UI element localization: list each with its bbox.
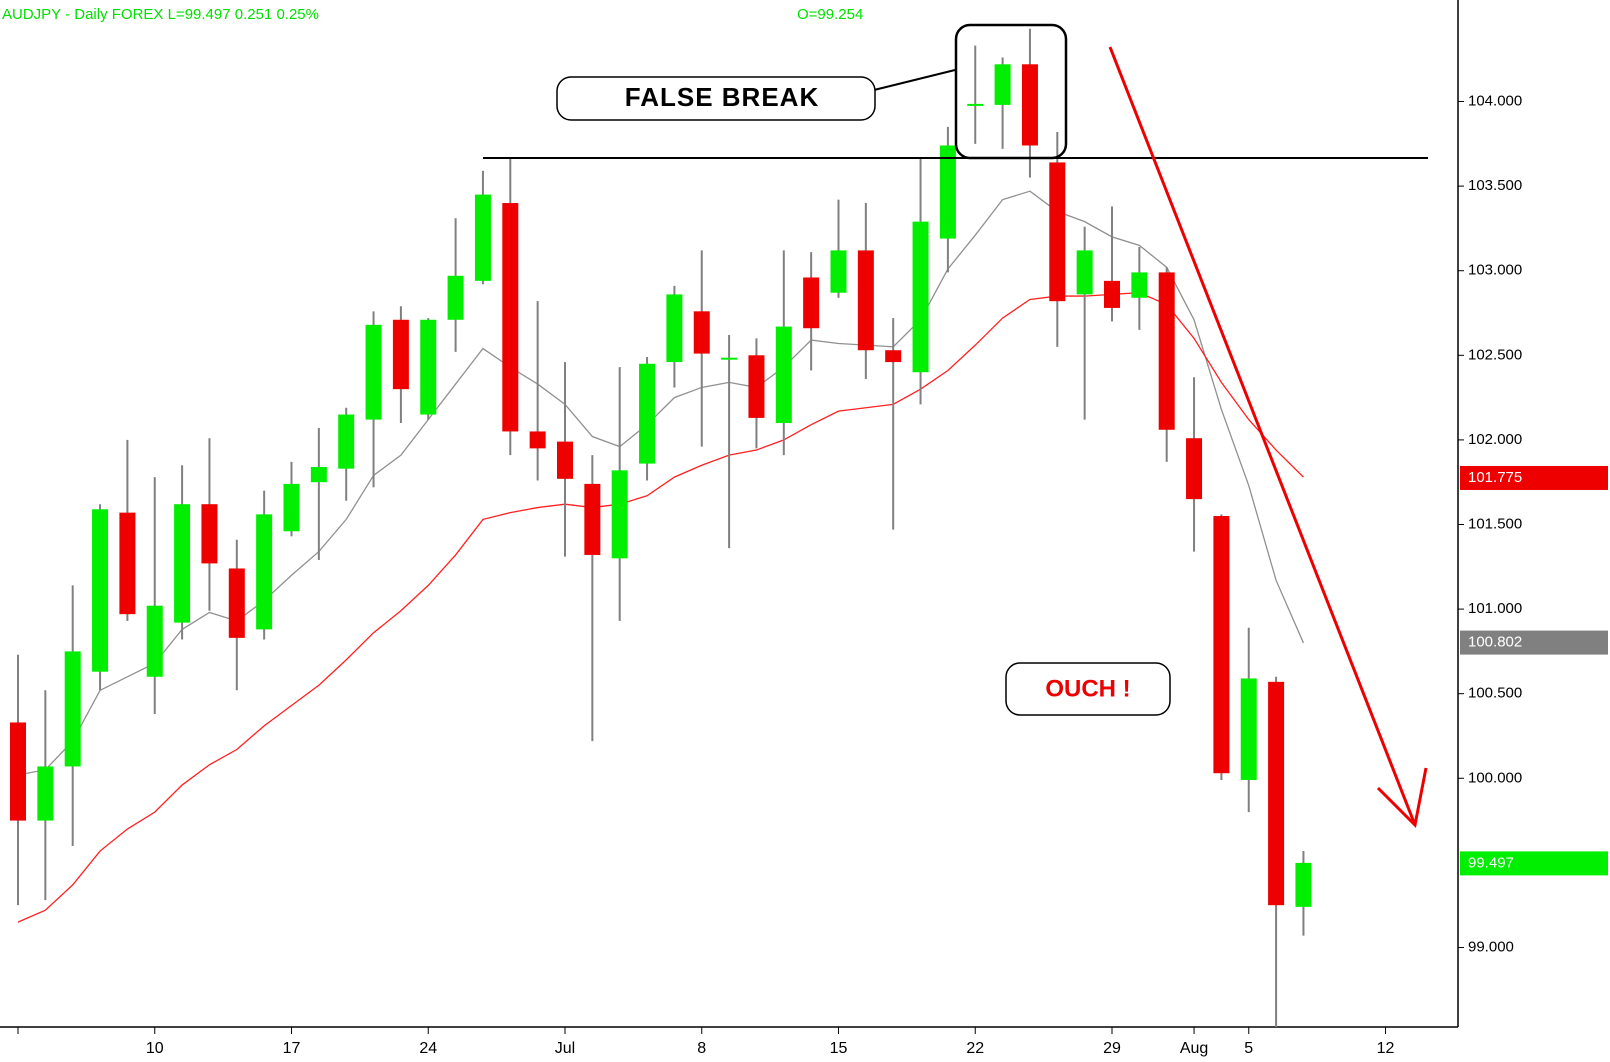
x-tick-label: 22	[966, 1040, 984, 1057]
y-tick-label: 102.500	[1468, 346, 1522, 363]
candle-body	[584, 483, 601, 555]
x-tick-label: 24	[419, 1040, 437, 1057]
x-tick-label: Aug	[1180, 1040, 1208, 1057]
candle-body	[1213, 516, 1230, 774]
trend-arrow	[1108, 46, 1428, 829]
false-break-highlight	[954, 23, 1068, 160]
candle-body	[392, 319, 409, 390]
candle-body	[92, 509, 109, 672]
candle-body	[1186, 438, 1203, 500]
price-label: 99.497	[1468, 854, 1514, 871]
candle-body	[967, 103, 984, 106]
x-tick-label: 10	[146, 1040, 164, 1057]
candle-body	[748, 355, 765, 418]
candle-body	[611, 470, 628, 559]
moving-average	[17, 292, 1304, 923]
candle-body	[10, 722, 26, 821]
candle-body	[1021, 64, 1038, 146]
candle-body	[557, 441, 573, 479]
candle-body	[283, 483, 300, 532]
candle-body	[146, 605, 163, 677]
candle-body	[994, 64, 1011, 105]
y-tick-label: 103.500	[1468, 177, 1522, 194]
y-tick-label: 101.500	[1468, 515, 1522, 532]
candle-body	[639, 363, 656, 464]
x-tick-label: 17	[283, 1040, 301, 1057]
candle-body	[830, 250, 847, 293]
y-tick-label: 100.500	[1468, 685, 1522, 702]
trend-arrow-head	[1376, 767, 1428, 829]
false-break-label: FALSE BREAK	[625, 82, 819, 112]
trend-arrow-shaft	[1108, 46, 1417, 826]
price-label: 101.775	[1468, 469, 1522, 486]
candle-body	[201, 504, 218, 564]
candle-body	[1076, 250, 1093, 295]
candle-body	[775, 326, 792, 423]
candle-body	[447, 275, 464, 320]
price-label-box	[1460, 465, 1608, 490]
x-tick-label: Jul	[555, 1040, 575, 1057]
candle-body	[420, 319, 437, 415]
candle-body	[228, 568, 245, 638]
price-label-box	[1460, 851, 1608, 876]
candle-body	[857, 250, 874, 351]
x-tick-label: 29	[1103, 1040, 1121, 1057]
callout-connector	[873, 69, 956, 91]
candle-body	[1268, 681, 1285, 906]
candle-body	[474, 194, 491, 281]
y-tick-label: 101.000	[1468, 600, 1522, 617]
ouch-label: OUCH !	[1045, 675, 1130, 702]
x-tick-label: 12	[1377, 1040, 1395, 1057]
plot	[10, 28, 1312, 1027]
price-label: 100.802	[1468, 634, 1522, 651]
candle-body	[885, 350, 902, 363]
y-tick-label: 103.000	[1468, 262, 1522, 279]
candle-body	[1158, 272, 1175, 430]
ouch-box	[1005, 662, 1171, 716]
candle-body	[310, 466, 327, 483]
candle-body	[1295, 862, 1312, 907]
candle-body	[939, 145, 956, 239]
candle-body	[721, 357, 738, 360]
y-tick-label: 99.000	[1468, 938, 1514, 955]
candle-body	[119, 512, 136, 615]
candle-body	[529, 431, 546, 449]
candle-body	[1240, 678, 1257, 780]
price-label-box	[1460, 630, 1608, 655]
false-break-box	[556, 76, 876, 121]
y-tick-label: 100.000	[1468, 769, 1522, 786]
candle-body	[803, 277, 820, 329]
candle-body	[365, 324, 382, 420]
candle-body	[256, 514, 273, 630]
x-tick-label: 8	[697, 1040, 706, 1057]
candle-body	[693, 311, 710, 354]
candle-body	[502, 203, 519, 432]
candle-body	[666, 294, 683, 363]
candle-body	[64, 651, 81, 767]
candle-body	[1049, 162, 1066, 302]
header-symbol: AUDJPY - Daily FOREX L=99.497 0.251 0.25…	[2, 6, 319, 23]
candle-body	[174, 504, 191, 623]
candle-body	[1131, 272, 1148, 298]
candle-body	[912, 221, 929, 373]
y-tick-label: 102.000	[1468, 431, 1522, 448]
candle-body	[1104, 280, 1120, 308]
x-tick-label: 5	[1244, 1040, 1253, 1057]
header-open: O=99.254	[797, 6, 863, 23]
candle-body	[37, 766, 54, 821]
candle-body	[338, 414, 355, 469]
y-tick-label: 104.000	[1468, 92, 1522, 109]
x-tick-label: 15	[830, 1040, 848, 1057]
